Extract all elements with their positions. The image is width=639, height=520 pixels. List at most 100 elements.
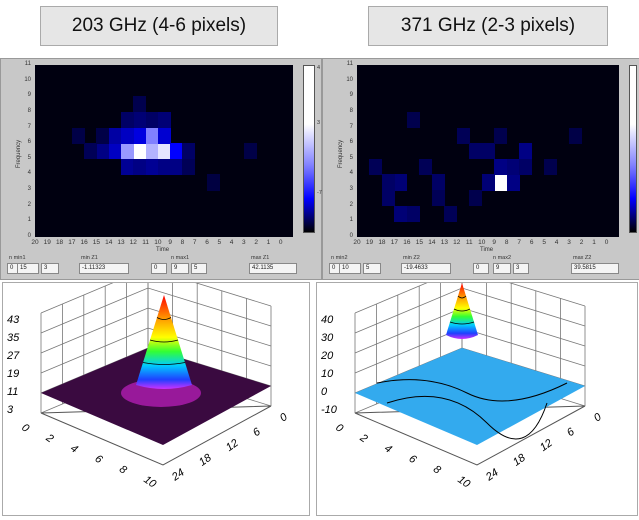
x-tick-label: 6 [205, 239, 209, 246]
heatmap-cell [157, 127, 171, 144]
n-min-field[interactable]: 5 [363, 263, 381, 274]
surface-panel-2: 40 30 20 10 0 -10 0 2 4 6 8 10 0 6 12 18 24 [316, 267, 638, 516]
y-tick-label: 7 [27, 123, 31, 130]
z-tick-label: 11 [7, 386, 18, 398]
heatmap-cell [406, 111, 420, 129]
y-tick-label: 24 [169, 467, 187, 484]
x-tick-label: 7 [192, 239, 197, 246]
x-axis-title: Time [480, 247, 494, 253]
n-max-field[interactable]: 5 [191, 263, 207, 274]
x-tick-label: 3 [242, 239, 246, 246]
surface-panel-1: 43 35 27 19 11 3 0 2 4 6 8 10 0 6 12 18 24 [2, 267, 310, 516]
max-value-field[interactable]: 39.5815 [571, 263, 619, 274]
heatmap-cell [145, 127, 159, 144]
y-tick-label: 2 [27, 201, 31, 208]
max-label: max Z2 [573, 255, 592, 261]
x-tick-label: 8 [180, 239, 185, 246]
heatmap-cell [121, 111, 134, 129]
y-tick-label: 6 [251, 425, 264, 439]
contour-line [457, 295, 467, 299]
heatmap-cell [182, 143, 196, 160]
x-tick-label: 6 [529, 239, 534, 246]
heatmap-cell [157, 143, 171, 160]
x-tick-label: 11 [465, 239, 473, 246]
n-min-field[interactable]: 10 [339, 263, 361, 274]
y-tick-label: 5 [349, 154, 353, 161]
x-tick-label: 3 [567, 239, 571, 246]
z-tick-label: -10 [321, 404, 338, 416]
n-max-field[interactable]: 9 [493, 263, 511, 274]
n-max-field[interactable]: 3 [513, 263, 529, 274]
y-tick-label: 9 [349, 92, 353, 99]
min-value-field[interactable]: -1.11323 [79, 263, 129, 274]
n-min-field[interactable]: 15 [17, 263, 39, 274]
x-tick-label: 12 [453, 239, 461, 246]
y-tick-label: 6 [349, 139, 353, 146]
colorbar-tick: 3 [317, 119, 321, 126]
y-axis-title: Frequency [338, 139, 345, 169]
min-value-field[interactable]: -19.4633 [401, 263, 451, 274]
contour-line [149, 339, 179, 343]
z-tick-label: 40 [321, 314, 334, 326]
x-tick-label: 1 [592, 239, 596, 246]
x-tick-label: 15 [415, 239, 423, 246]
y-tick-label: 8 [349, 107, 353, 114]
x-tick-label: 13 [440, 239, 448, 246]
z-tick-label: 43 [7, 314, 20, 326]
heatmap-cell [121, 127, 134, 144]
max-label: max Z1 [251, 255, 270, 261]
z-tick-label: 30 [321, 332, 334, 344]
heatmap-cell [96, 143, 110, 160]
n-min-field[interactable]: 3 [41, 263, 59, 274]
y-tick-label: 18 [197, 451, 215, 468]
n-max-field[interactable]: 0 [151, 263, 167, 274]
x-tick-label: 7 [517, 239, 521, 246]
x-tick-label: 16 [403, 239, 411, 246]
x-tick-label: 9 [492, 239, 497, 246]
n-max-field[interactable]: 9 [171, 263, 189, 274]
y-tick-label: 0 [278, 411, 291, 425]
x-tick-label: 17 [68, 239, 76, 246]
heatmap-cell [394, 205, 408, 222]
heatmap-cell [431, 190, 445, 207]
n-max-field[interactable]: 0 [473, 263, 489, 274]
x-tick-label: 10 [455, 474, 473, 491]
x-tick-label: 4 [68, 442, 80, 455]
y-tick-label: 0 [349, 233, 353, 239]
x-tick-label: 0 [278, 239, 283, 246]
heatmap-cell [170, 143, 183, 160]
x-tick-label: 4 [554, 239, 559, 246]
x-tick-label: 5 [542, 239, 546, 246]
n-min-label: n min2 [331, 255, 348, 261]
contour-line [142, 362, 186, 365]
heatmap-panel-1: 11 10 9 8 7 6 5 4 3 2 1 0 20 19 18 17 16 15 14 13 12 11 10 9 8 7 6… [0, 58, 322, 280]
heatmap-cell [71, 127, 85, 144]
heatmap-cell [469, 143, 483, 160]
y-tick-label: 12 [224, 437, 241, 454]
x-tick-label: 2 [254, 239, 258, 246]
contour-line [453, 308, 471, 312]
y-tick-label: 5 [27, 154, 31, 161]
y-tick-label: 4 [27, 170, 31, 177]
x-tick-label: 8 [504, 239, 509, 246]
heatmap-cell [121, 158, 134, 175]
x-tick-label: 0 [604, 239, 609, 246]
heatmap-cell [157, 111, 171, 129]
x-tick-label: 10 [154, 239, 162, 246]
heatmap-cell [133, 96, 147, 113]
heatmap-cell [133, 158, 147, 175]
heatmap-cell [170, 158, 183, 175]
y-tick-label: 10 [346, 76, 353, 83]
heatmap-cell [369, 158, 383, 175]
y-tick-label: 11 [346, 61, 353, 67]
colorbar-tick: -7 [317, 189, 322, 196]
heatmap-cell [108, 143, 122, 160]
x-tick-label: 18 [55, 239, 64, 246]
max-value-field[interactable]: 42.1135 [249, 263, 297, 274]
colorbar-tick: 4 [317, 65, 321, 71]
y-tick-label: 6 [565, 425, 578, 439]
heatmap-cell [121, 143, 134, 160]
x-tick-label: 17 [390, 239, 399, 246]
heatmap-cell [456, 127, 470, 144]
